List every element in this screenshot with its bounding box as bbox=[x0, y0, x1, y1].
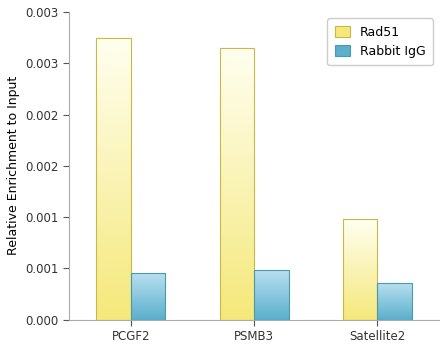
Bar bbox=[343, 219, 377, 320]
Y-axis label: Relative Enrichment to Input: Relative Enrichment to Input bbox=[7, 76, 20, 256]
Bar bbox=[131, 273, 165, 320]
Bar bbox=[220, 48, 254, 320]
Legend: Rad51, Rabbit IgG: Rad51, Rabbit IgG bbox=[327, 18, 433, 65]
Bar bbox=[254, 271, 289, 320]
Bar bbox=[377, 283, 412, 320]
Bar bbox=[96, 37, 131, 320]
